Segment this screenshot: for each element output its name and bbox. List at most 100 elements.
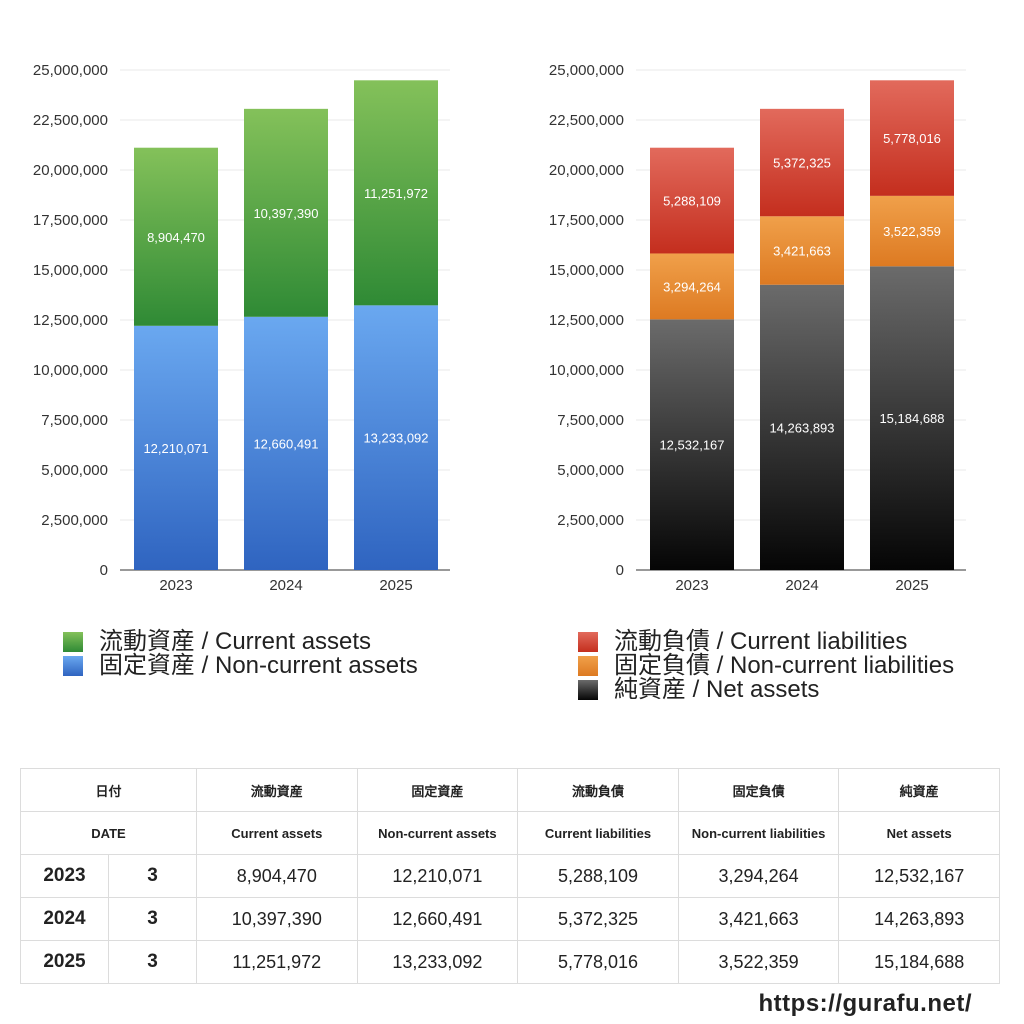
y-tick-label: 0 — [100, 562, 108, 579]
x-tick-label: 2025 — [895, 577, 928, 594]
table-header-net-assets-en: Net assets — [838, 811, 1000, 855]
table-cell: 14,263,893 — [838, 897, 1000, 941]
table-cell-month: 3 — [108, 897, 197, 941]
legend-label: 流動資産 / Current assets — [99, 628, 372, 655]
legend-item: 純資産 / Net assets — [578, 678, 954, 702]
legend-swatch — [578, 680, 598, 700]
table-header-current-assets-en: Current assets — [196, 811, 358, 855]
data-label: 12,532,167 — [659, 438, 724, 453]
table-cell-month: 3 — [108, 940, 197, 984]
bar-segment — [760, 108, 844, 217]
table-cell: 13,233,092 — [356, 940, 519, 984]
table-cell: 5,288,109 — [517, 854, 679, 898]
table-header-date-jp: 日付 — [20, 768, 197, 812]
table-cell: 11,251,972 — [196, 940, 358, 984]
table-cell-year: 2025 — [20, 940, 109, 984]
legend-label: 流動負債 / Current liabilities — [614, 628, 908, 655]
table-cell: 12,660,491 — [356, 897, 519, 941]
bar-segment — [354, 80, 438, 306]
bar-segment — [870, 80, 954, 196]
table-row: 2025 3 11,251,972 13,233,092 5,778,016 3… — [20, 940, 1000, 984]
data-table: 日付 流動資産 固定資産 流動負債 固定負債 純資産 DATE Current … — [20, 768, 1000, 984]
table-row: 2024 3 10,397,390 12,660,491 5,372,325 3… — [20, 897, 1000, 941]
bar-segment — [760, 216, 844, 285]
bar-segment — [870, 195, 954, 267]
assets-legend: 流動資産 / Current assets 固定資産 / Non-current … — [63, 630, 418, 678]
table-header-noncurrent-assets-en: Non-current assets — [356, 811, 519, 855]
data-label: 3,421,663 — [773, 244, 831, 259]
y-tick-label: 12,500,000 — [33, 312, 108, 329]
table-header-current-liabilities-en: Current liabilities — [517, 811, 679, 855]
bar-segment — [354, 305, 438, 570]
bar-segment — [870, 266, 954, 570]
data-label: 10,397,390 — [253, 206, 318, 221]
table-cell-year: 2024 — [20, 897, 109, 941]
y-tick-label: 5,000,000 — [557, 462, 624, 479]
bar-segment — [244, 108, 328, 317]
source-url: https://gurafu.net/ — [758, 990, 972, 1017]
y-tick-label: 15,000,000 — [549, 262, 624, 279]
y-tick-label: 12,500,000 — [549, 312, 624, 329]
y-tick-label: 17,500,000 — [33, 212, 108, 229]
table-cell: 3,421,663 — [677, 897, 840, 941]
table-header-noncurrent-liabilities-en: Non-current liabilities — [677, 811, 840, 855]
bar-segment — [244, 316, 328, 570]
y-tick-label: 7,500,000 — [557, 412, 624, 429]
legend-label: 固定資産 / Non-current assets — [99, 652, 418, 679]
table-cell: 12,210,071 — [356, 854, 519, 898]
bar-segment — [760, 284, 844, 570]
y-tick-label: 22,500,000 — [549, 112, 624, 129]
data-label: 12,210,071 — [143, 441, 208, 456]
legend-swatch — [578, 632, 598, 652]
table-header-net-assets-jp: 純資産 — [838, 768, 1000, 812]
table-cell: 10,397,390 — [196, 897, 358, 941]
chart-svg: 0 2,500,000 5,000,000 7,500,000 10,000,000 12… — [549, 62, 966, 594]
y-tick-label: 17,500,000 — [549, 212, 624, 229]
table-header-current-assets-jp: 流動資産 — [196, 768, 358, 812]
data-label: 3,522,359 — [883, 224, 941, 239]
table-cell: 3,522,359 — [677, 940, 840, 984]
y-tick-label: 7,500,000 — [41, 412, 108, 429]
table-cell-year: 2023 — [20, 854, 109, 898]
legend-swatch — [63, 632, 83, 652]
table-cell: 8,904,470 — [196, 854, 358, 898]
data-label: 8,904,470 — [147, 230, 205, 245]
y-tick-label: 25,000,000 — [549, 62, 624, 79]
y-tick-label: 0 — [616, 562, 624, 579]
table-cell: 5,778,016 — [517, 940, 679, 984]
table-header-current-liabilities-jp: 流動負債 — [517, 768, 679, 812]
y-tick-label: 10,000,000 — [33, 362, 108, 379]
data-label: 11,251,972 — [364, 186, 428, 201]
x-tick-label: 2025 — [379, 577, 412, 594]
table-cell: 3,294,264 — [677, 854, 840, 898]
y-tick-label: 5,000,000 — [41, 462, 108, 479]
legend-label: 純資産 / Net assets — [614, 676, 820, 703]
y-tick-label: 15,000,000 — [33, 262, 108, 279]
y-tick-label: 10,000,000 — [549, 362, 624, 379]
legend-swatch — [63, 656, 83, 676]
table-header-row-jp: 日付 流動資産 固定資産 流動負債 固定負債 純資産 — [20, 768, 1000, 812]
table-header-date-en: DATE — [20, 811, 197, 855]
liabilities-netassets-chart: 0 2,500,000 5,000,000 7,500,000 10,000,000 12… — [516, 0, 1024, 610]
data-label: 13,233,092 — [363, 431, 428, 446]
y-tick-label: 2,500,000 — [557, 512, 624, 529]
legend-item: 流動負債 / Current liabilities — [578, 630, 954, 654]
bar-segment — [650, 319, 734, 570]
legend-item: 固定資産 / Non-current assets — [63, 654, 418, 678]
data-label: 15,184,688 — [879, 411, 944, 426]
data-label: 5,778,016 — [883, 131, 941, 146]
data-label: 3,294,264 — [663, 279, 721, 294]
data-label: 12,660,491 — [253, 436, 318, 451]
legend-item: 流動資産 / Current assets — [63, 630, 418, 654]
assets-chart: 0 2,500,000 5,000,000 7,500,000 10,000,000 12… — [0, 0, 508, 610]
legend-label: 固定負債 / Non-current liabilities — [614, 652, 955, 679]
table-header-noncurrent-liabilities-jp: 固定負債 — [677, 768, 840, 812]
bar-segment — [134, 147, 218, 326]
y-tick-label: 20,000,000 — [33, 162, 108, 179]
table-cell-month: 3 — [108, 854, 197, 898]
liabilities-legend: 流動負債 / Current liabilities 固定負債 / Non-cur… — [578, 630, 954, 702]
data-label: 5,288,109 — [663, 194, 721, 209]
bar-segment — [650, 253, 734, 320]
x-tick-label: 2023 — [675, 577, 708, 594]
y-tick-label: 20,000,000 — [549, 162, 624, 179]
